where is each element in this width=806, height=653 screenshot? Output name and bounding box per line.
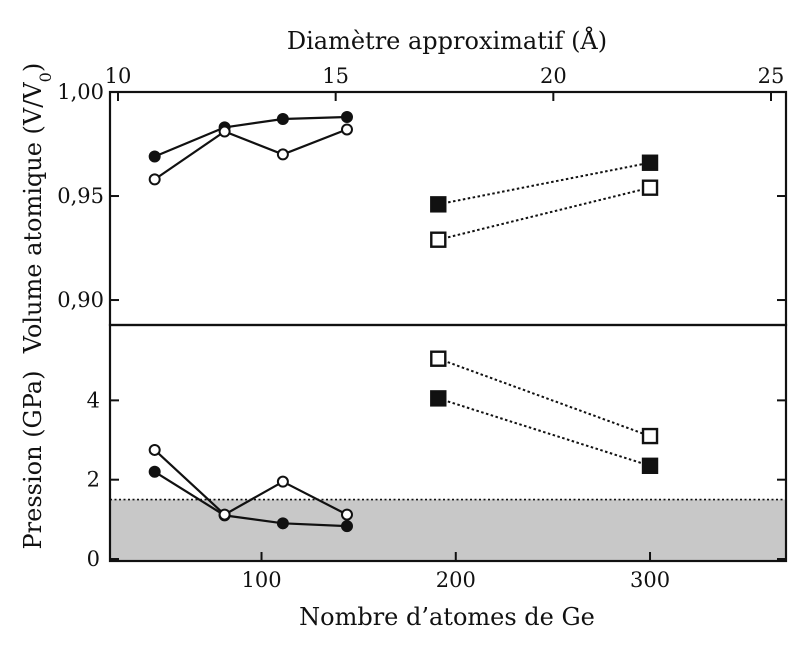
- bottom-point-open-circle: [340, 508, 353, 521]
- bottom-point-open-circle: [148, 443, 161, 456]
- top-point-open-square: [641, 179, 659, 196]
- bottom-point-filled-square: [641, 457, 659, 475]
- top-y-tick-label: 1,00: [57, 80, 104, 104]
- bottom-point-open-circle: [276, 475, 289, 488]
- top-point-filled-square: [641, 154, 659, 171]
- top-y-tick-label: 0,90: [57, 288, 104, 312]
- bottom-y-tick-label: 4: [87, 388, 100, 412]
- top-y-axis-title: Volume atomique (V/V0): [19, 63, 55, 354]
- top-y-tick-label: 0,95: [57, 184, 104, 208]
- top-point-open-square: [430, 231, 447, 248]
- top-axis-tick-label: 25: [758, 64, 785, 88]
- bottom-point-open-square: [430, 350, 447, 367]
- bottom-point-open-circle: [218, 508, 231, 521]
- top-point-filled-circle: [276, 113, 289, 126]
- top-series-line-1: [154, 115, 348, 158]
- axis-ticks: 1,00 0,95 0,90 0 2 4 100 200 300 10 15 20 25: [57, 64, 786, 592]
- top-point-filled-square: [430, 196, 447, 213]
- bottom-point-filled-circle: [276, 517, 289, 530]
- top-series-line-4: [438, 186, 651, 241]
- bottom-series-line-1: [154, 470, 348, 528]
- top-series-line-3: [438, 161, 651, 206]
- bottom-y-tick-label: 2: [87, 468, 100, 492]
- x-tick-label: 100: [241, 568, 281, 592]
- top-point-open-circle: [340, 123, 353, 136]
- top-panel-frame: [108, 90, 788, 327]
- top-series-line-2: [154, 128, 348, 181]
- bottom-point-filled-square: [430, 390, 447, 407]
- bottom-series-line-2: [153, 449, 348, 516]
- top-panel-series: [148, 110, 659, 248]
- top-point-open-circle: [276, 148, 289, 161]
- top-axis-tick-label: 10: [105, 64, 132, 88]
- bottom-point-open-square: [641, 427, 659, 445]
- x-tick-label: 200: [436, 568, 476, 592]
- bottom-x-axis-title: Nombre d’atomes de Ge: [299, 603, 595, 631]
- top-point-open-circle: [218, 125, 231, 138]
- bottom-panel-series: [148, 350, 659, 533]
- bottom-series-line-3: [437, 397, 651, 467]
- top-point-open-circle: [148, 173, 161, 186]
- shaded-region: [110, 499, 786, 561]
- bottom-point-filled-circle: [148, 465, 161, 478]
- bottom-series-line-4: [437, 357, 651, 438]
- top-axis-title: Diamètre approximatif (Å): [287, 26, 607, 55]
- x-tick-label: 300: [630, 568, 670, 592]
- bottom-y-axis-title: Pression (GPa): [19, 371, 47, 550]
- top-point-filled-circle: [340, 110, 353, 123]
- top-point-filled-circle: [148, 150, 161, 163]
- top-axis-tick-label: 20: [540, 64, 567, 88]
- bottom-panel-frame: [108, 323, 788, 563]
- bottom-point-filled-circle: [340, 520, 353, 533]
- top-axis-tick-label: 15: [322, 64, 349, 88]
- bottom-y-tick-label: 0: [87, 547, 100, 571]
